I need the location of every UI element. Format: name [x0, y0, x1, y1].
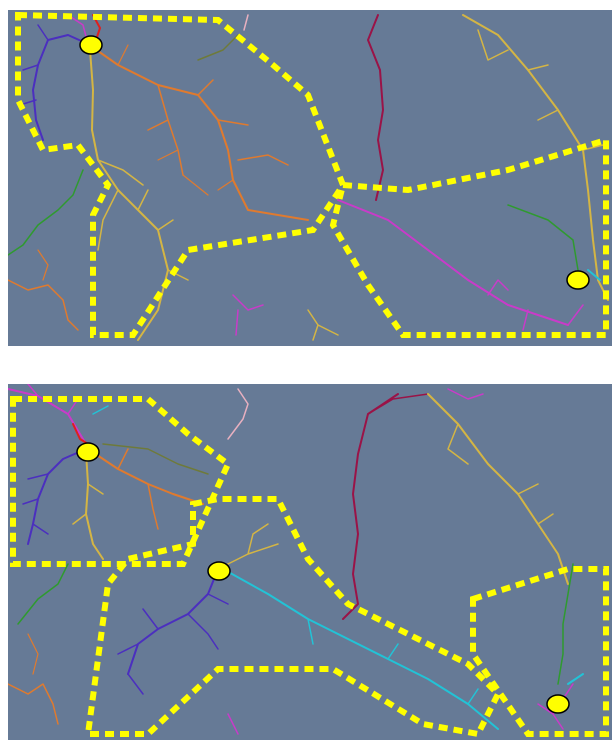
background	[8, 10, 612, 346]
bottom-vessel-image	[8, 384, 612, 740]
marker-top-right	[566, 270, 590, 290]
region-outline-upper-left	[10, 396, 232, 567]
marker-left	[76, 442, 100, 462]
markers	[79, 35, 590, 290]
top-vessel-image	[8, 10, 612, 346]
marker-right	[546, 694, 570, 714]
markers	[76, 442, 570, 714]
region-outlines	[10, 396, 609, 738]
marker-center	[207, 561, 231, 581]
region-outline-left	[15, 11, 347, 338]
region-outline-center	[84, 496, 502, 738]
bottom-panel	[8, 384, 612, 740]
top-panel	[8, 10, 612, 346]
region-outline-right	[470, 566, 609, 737]
branch-tree	[8, 384, 584, 735]
marker-top-left	[79, 35, 103, 55]
region-outlines	[15, 11, 609, 338]
